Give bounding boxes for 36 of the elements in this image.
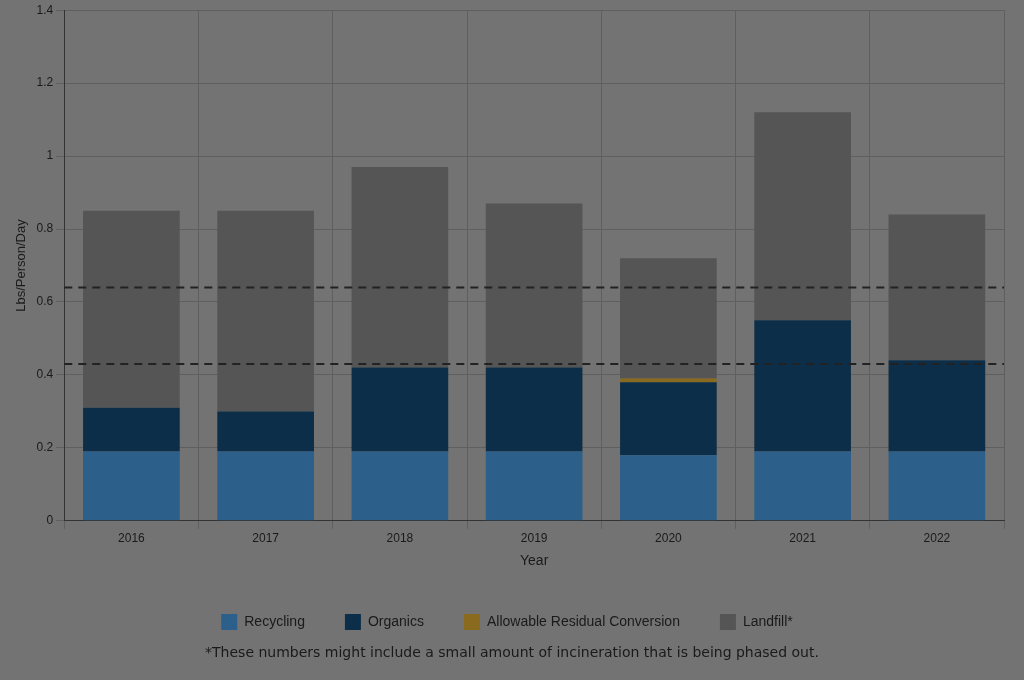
x-tick-label: 2022: [923, 531, 951, 546]
bar: [754, 451, 851, 521]
y-tick-label: 0.6: [36, 294, 54, 309]
bar: [351, 367, 449, 452]
x-tick-label: 2021: [789, 531, 817, 546]
bar: [351, 451, 449, 521]
x-tick-label: 2017: [252, 531, 280, 546]
x-tick-label: 2018: [386, 531, 414, 546]
bar: [888, 451, 986, 521]
y-tick-label: 0.8: [36, 221, 54, 236]
x-tick-label: 2016: [118, 531, 146, 546]
bar: [485, 367, 583, 452]
x-tick-label: 2019: [520, 531, 548, 546]
x-tick-label: 2020: [655, 531, 683, 546]
bar: [217, 451, 314, 521]
legend-label: Organics: [367, 612, 424, 629]
bar: [888, 360, 986, 452]
y-tick-label: 0.4: [36, 367, 54, 382]
y-tick-label: 1.4: [36, 2, 54, 17]
x-axis-title: Year: [519, 552, 549, 569]
legend-label: Allowable Residual Conversion: [486, 612, 680, 629]
legend-label: Recycling: [244, 612, 305, 629]
y-tick-label: 1.2: [36, 75, 54, 90]
bar: [620, 382, 717, 456]
legend-label: Landfill*: [742, 612, 794, 629]
bar: [620, 455, 717, 521]
y-tick-label: 1: [46, 148, 54, 163]
bar: [83, 407, 180, 452]
bar: [83, 451, 180, 521]
bar: [217, 411, 314, 452]
bar: [485, 451, 583, 521]
text: *These numbers might include a small amount of incineration that is being phased out.: [204, 644, 820, 660]
y-tick-label: 0.2: [36, 440, 54, 455]
y-axis-title: Lbs/Person/Day: [13, 218, 29, 312]
bar: [754, 320, 851, 452]
y-tick-label: 0: [46, 513, 54, 528]
